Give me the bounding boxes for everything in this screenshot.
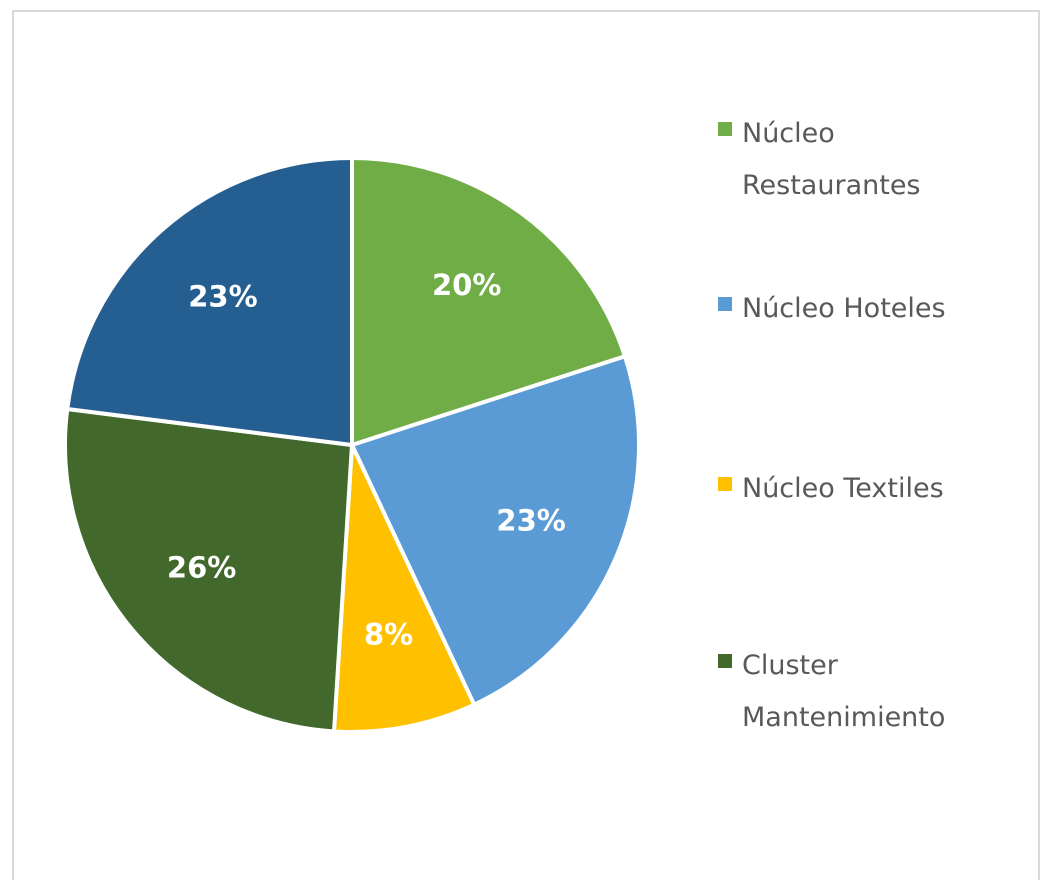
legend-label: Núcleo Hoteles	[742, 293, 946, 324]
pie-slice	[349, 353, 641, 708]
legend-item: Cluster Mantenimiento	[718, 640, 1018, 744]
legend-swatch	[718, 297, 732, 311]
slice-label: 26%	[167, 550, 236, 584]
legend-label: Núcleo Textiles	[742, 473, 944, 504]
slice-label: 23%	[496, 504, 565, 538]
pie-slice	[65, 155, 354, 448]
legend-item: Núcleo Restaurantes	[718, 108, 1018, 212]
legend-swatch	[718, 654, 732, 668]
legend-swatch	[718, 477, 732, 491]
legend-swatch	[718, 122, 732, 136]
slice-label: 23%	[188, 280, 257, 314]
legend-item: Núcleo Hoteles	[718, 283, 1018, 335]
chart-frame	[12, 10, 1040, 880]
pie-slice	[63, 406, 355, 734]
legend-label: Núcleo Restaurantes	[742, 118, 921, 201]
legend-label: Cluster Mantenimiento	[742, 650, 946, 733]
slice-label: 20%	[432, 268, 501, 302]
pie-slice	[331, 444, 477, 734]
legend-item: Núcleo Textiles	[718, 463, 1018, 515]
slice-label: 8%	[364, 618, 413, 652]
pie-slice	[350, 155, 628, 448]
